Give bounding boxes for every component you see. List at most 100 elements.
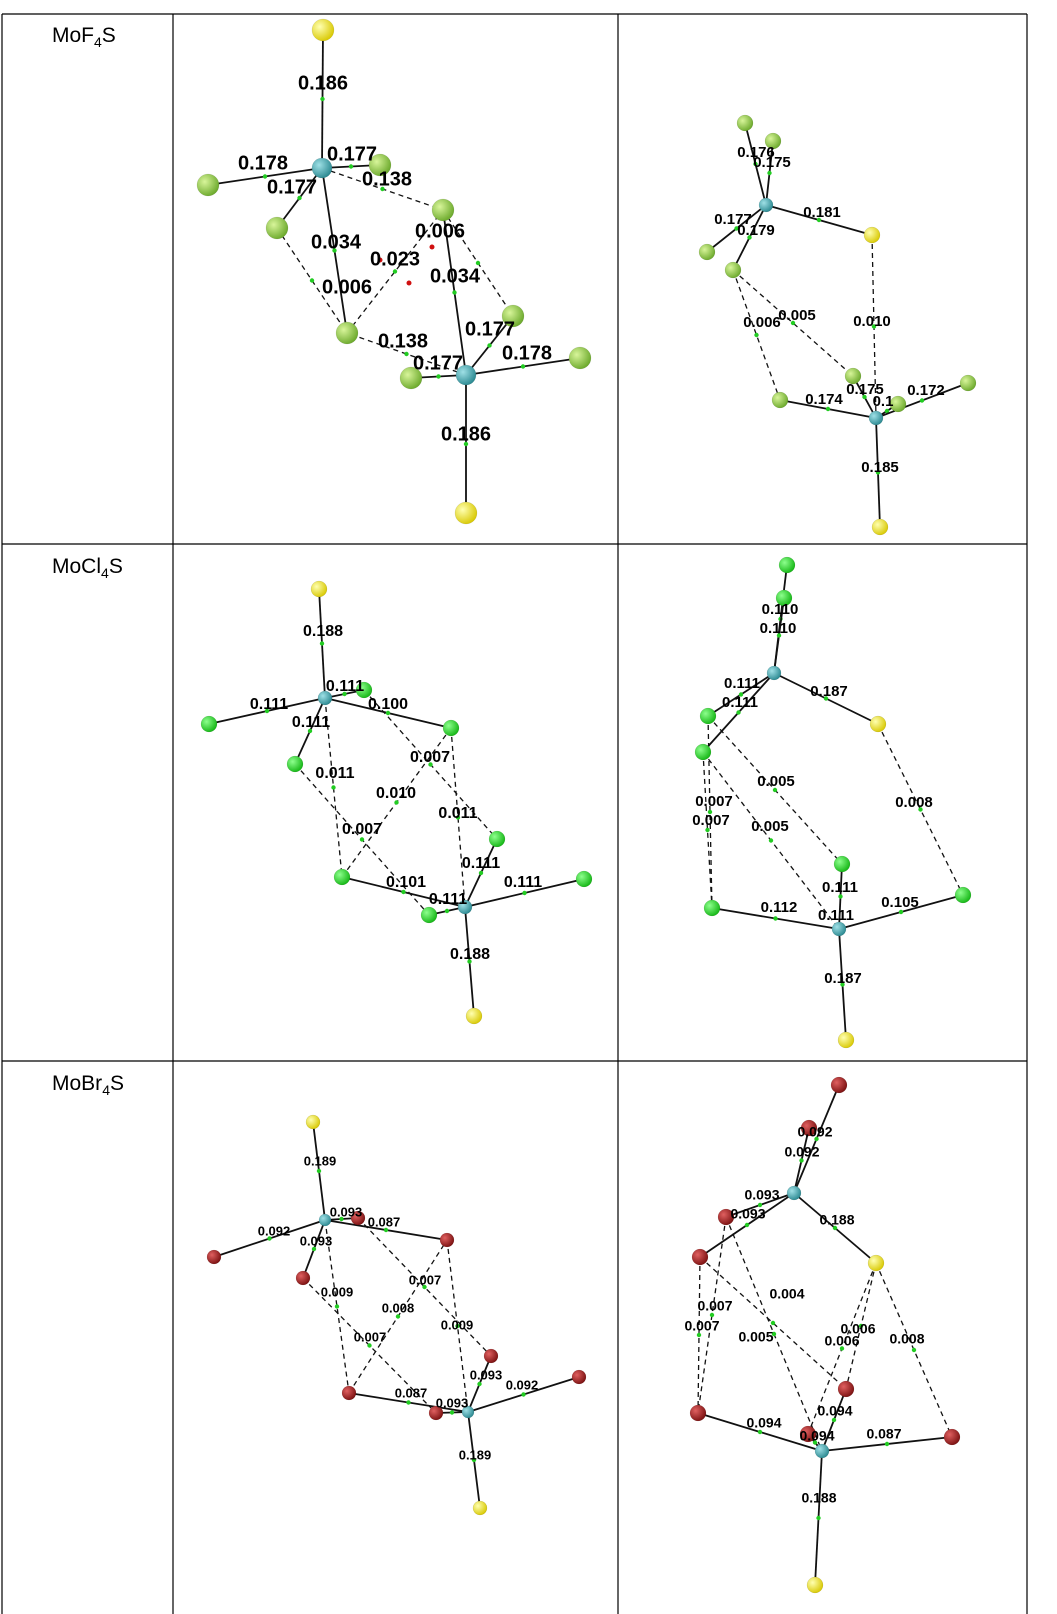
bond-label: 0.094 bbox=[817, 1403, 852, 1419]
bond-label: 0.005 bbox=[751, 818, 789, 835]
bond-label: 0.111 bbox=[724, 675, 760, 692]
bond-label: 0.034 bbox=[430, 265, 481, 287]
atom bbox=[287, 756, 303, 772]
bond-label: 0.093 bbox=[470, 1367, 503, 1382]
molecular-graph: 0.1860.1780.1770.1770.1380.0060.0340.023… bbox=[197, 19, 591, 524]
bond-label: 0.187 bbox=[810, 683, 848, 700]
atom bbox=[834, 856, 850, 872]
bond-label: 0.008 bbox=[895, 794, 933, 811]
atom bbox=[831, 1077, 847, 1093]
atom bbox=[955, 887, 971, 903]
bond-critical-point bbox=[521, 1392, 525, 1396]
formula-subscript: 4 bbox=[102, 1082, 110, 1098]
bond-label: 0.138 bbox=[362, 168, 412, 190]
bond-label: 0.006 bbox=[743, 314, 781, 331]
bond-label: 0.179 bbox=[737, 222, 775, 239]
atom bbox=[944, 1429, 960, 1445]
bond-critical-point bbox=[754, 333, 758, 337]
bond-label: 0.087 bbox=[395, 1385, 428, 1400]
atom bbox=[296, 1271, 310, 1285]
bond-label: 0.188 bbox=[801, 1490, 836, 1506]
formula: MoBr4S bbox=[52, 1072, 124, 1098]
bond-label: 0.138 bbox=[378, 330, 428, 352]
atom bbox=[576, 871, 592, 887]
atom bbox=[569, 347, 591, 369]
molecular-graph: 0.1880.1110.1110.1000.1110.0070.0110.010… bbox=[201, 581, 592, 1024]
atom bbox=[700, 708, 716, 724]
atom bbox=[779, 557, 795, 573]
bond-critical-point bbox=[522, 891, 526, 895]
bond-label: 0.009 bbox=[321, 1284, 354, 1299]
atom bbox=[872, 519, 888, 535]
bond-label: 0.111 bbox=[504, 874, 542, 891]
bond-critical-point bbox=[487, 343, 491, 347]
formula-part: S bbox=[109, 555, 123, 578]
bond-label: 0.006 bbox=[824, 1333, 859, 1349]
bond-label: 0.178 bbox=[238, 152, 288, 174]
bond-label: 0.178 bbox=[502, 342, 552, 364]
atom bbox=[864, 227, 880, 243]
bond-label: 0.188 bbox=[303, 623, 343, 640]
bond-label: 0.175 bbox=[753, 154, 791, 171]
atom bbox=[572, 1370, 586, 1384]
bond-label: 0.007 bbox=[695, 793, 733, 810]
bond-label: 0.011 bbox=[438, 805, 477, 822]
bond-label: 0.092 bbox=[784, 1144, 819, 1160]
atom bbox=[838, 1381, 854, 1397]
bond-label: 0.177 bbox=[465, 318, 515, 340]
bond-label: 0.177 bbox=[327, 143, 377, 165]
bond-critical-point bbox=[317, 1169, 321, 1173]
bond-critical-point bbox=[745, 1223, 749, 1227]
atom bbox=[432, 199, 454, 221]
atom bbox=[440, 1233, 454, 1247]
atom bbox=[336, 322, 358, 344]
bond-label: 0.112 bbox=[761, 899, 798, 916]
bond-label: 0.172 bbox=[907, 382, 945, 399]
bond-label: 0.111 bbox=[250, 696, 288, 713]
atom bbox=[759, 198, 773, 212]
bond-label: 0.186 bbox=[441, 423, 491, 445]
bond-label: 0.087 bbox=[866, 1426, 901, 1442]
bond-critical-point bbox=[773, 916, 777, 920]
atom bbox=[266, 217, 288, 239]
bond-critical-point bbox=[767, 171, 771, 175]
bond-critical-point bbox=[310, 278, 314, 282]
bond-label: 0.007 bbox=[410, 749, 450, 766]
bond-label: 0.093 bbox=[730, 1206, 765, 1222]
atom bbox=[870, 716, 886, 732]
bond-label: 0.181 bbox=[803, 204, 841, 221]
bond-label: 0.188 bbox=[450, 946, 490, 963]
atom bbox=[306, 1115, 320, 1129]
bond-label: 0.007 bbox=[342, 821, 382, 838]
atom bbox=[772, 392, 788, 408]
bond-label: 0.094 bbox=[746, 1415, 781, 1431]
atom bbox=[869, 411, 883, 425]
bond-label: 0.008 bbox=[889, 1331, 924, 1347]
bond-label: 0.110 bbox=[760, 620, 797, 637]
bond-label: 0.093 bbox=[300, 1233, 333, 1248]
atom bbox=[312, 19, 334, 41]
bond-label: 0.111 bbox=[429, 891, 467, 908]
atom bbox=[815, 1444, 829, 1458]
atom bbox=[207, 1250, 221, 1264]
atom bbox=[443, 720, 459, 736]
bond-critical-point bbox=[404, 352, 408, 356]
formula-part: MoCl bbox=[52, 555, 101, 578]
atom bbox=[455, 502, 477, 524]
bond-label: 0.111 bbox=[462, 855, 500, 872]
bond-label: 0.185 bbox=[861, 459, 899, 476]
atom bbox=[692, 1249, 708, 1265]
bond-label: 0.092 bbox=[258, 1223, 291, 1238]
bond-label: 0.189 bbox=[459, 1447, 492, 1462]
atom bbox=[197, 174, 219, 196]
bond-label: 0.111 bbox=[326, 678, 364, 695]
bond-label: 0.023 bbox=[370, 248, 420, 270]
formula-part: S bbox=[110, 1072, 124, 1095]
bond-label: 0.009 bbox=[441, 1317, 474, 1332]
formula-part: S bbox=[102, 24, 116, 47]
bond-label: 0.005 bbox=[778, 307, 816, 324]
bond-label: 0.093 bbox=[744, 1187, 779, 1203]
atom bbox=[725, 262, 741, 278]
bond-label: 0.174 bbox=[805, 391, 843, 408]
